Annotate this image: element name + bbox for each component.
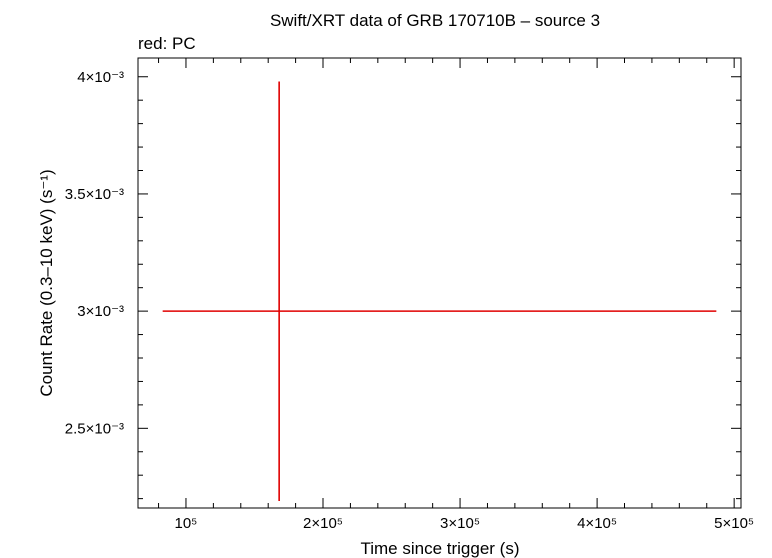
y-tick-label: 3×10⁻³ [77, 303, 124, 320]
x-tick-labels: 10⁵ 2×10⁵ 3×10⁵ 4×10⁵ 5×10⁵ [175, 515, 755, 532]
x-tick-label: 4×10⁵ [577, 515, 617, 532]
x-tick-label: 2×10⁵ [303, 515, 343, 532]
plot-frame [137, 57, 742, 509]
y-axis-label: Count Rate (0.3–10 keV) (s⁻¹) [37, 169, 56, 396]
y-tick-label: 2.5×10⁻³ [65, 420, 124, 437]
y-tick-label: 3.5×10⁻³ [65, 186, 124, 203]
y-tick-label: 4×10⁻³ [77, 69, 124, 86]
data-series-pc [162, 81, 717, 501]
chart-subtitle: red: PC [138, 34, 196, 53]
chart-title: Swift/XRT data of GRB 170710B – source 3 [270, 11, 600, 30]
x-axis-label: Time since trigger (s) [360, 539, 519, 558]
x-tick-label: 3×10⁵ [440, 515, 480, 532]
y-axis [138, 76, 741, 500]
x-tick-label: 10⁵ [175, 515, 198, 532]
x-axis [158, 58, 735, 508]
x-tick-label: 5×10⁵ [714, 515, 754, 532]
y-tick-labels: 2.5×10⁻³ 3×10⁻³ 3.5×10⁻³ 4×10⁻³ [65, 69, 124, 438]
